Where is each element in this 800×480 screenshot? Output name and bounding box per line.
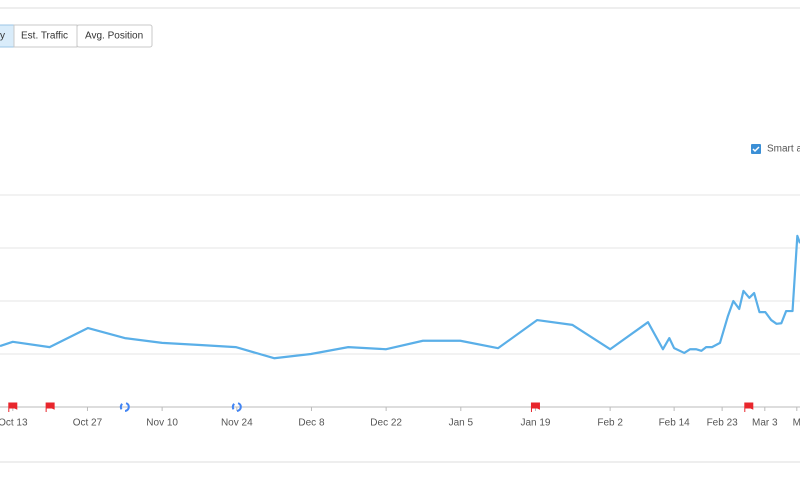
- legend: Smart a: [751, 144, 800, 155]
- event-flag: [744, 402, 754, 412]
- event-flag: [45, 402, 55, 412]
- x-tick-label: Jan 5: [449, 418, 474, 429]
- google-update: [231, 402, 242, 412]
- x-tick-label: M: [793, 418, 800, 429]
- x-tick-label: Mar 3: [752, 418, 778, 429]
- tab[interactable]: y: [0, 31, 5, 42]
- x-tick-label: Dec 22: [370, 418, 402, 429]
- x-tick-label: Feb 2: [597, 418, 623, 429]
- x-tick-label: Jan 19: [520, 418, 550, 429]
- x-tick-label: Nov 10: [146, 418, 178, 429]
- x-tick-label: Feb 14: [659, 418, 691, 429]
- x-tick-label: Dec 8: [298, 418, 325, 429]
- x-tick-label: Oct 13: [0, 418, 28, 429]
- legend-label[interactable]: Smart a: [767, 144, 800, 155]
- line: [0, 234, 800, 360]
- tab-bg: [76, 24, 153, 48]
- x-tick-label: Oct 27: [73, 418, 103, 429]
- event-flag: [530, 402, 540, 412]
- tab[interactable]: Est. Traffic: [21, 31, 68, 42]
- check: [752, 146, 760, 153]
- x-tick-label: Feb 23: [707, 418, 739, 429]
- tabs: y Est. Traffic Avg. Position: [0, 24, 153, 48]
- tab[interactable]: Avg. Position: [85, 31, 143, 42]
- google-update: [119, 402, 130, 412]
- event-flag: [8, 402, 18, 412]
- x-tick-label: Nov 24: [221, 418, 253, 429]
